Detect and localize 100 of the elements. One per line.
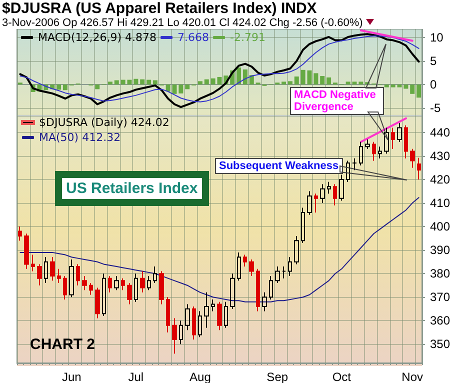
y-tick-label: 380 bbox=[430, 266, 450, 281]
bar bbox=[120, 80, 126, 84]
candlestick bbox=[127, 282, 132, 305]
candlestick bbox=[262, 292, 267, 312]
candlestick bbox=[320, 184, 325, 204]
candlestick bbox=[102, 273, 106, 316]
bar bbox=[390, 84, 396, 88]
candlestick bbox=[365, 139, 370, 150]
annotation: MACD Negative Divergence bbox=[290, 87, 384, 115]
candlestick bbox=[44, 256, 48, 284]
bar bbox=[320, 76, 325, 84]
candlestick bbox=[243, 254, 247, 268]
y-tick-label: 370 bbox=[430, 290, 450, 304]
y-tick-label: 440 bbox=[430, 125, 450, 140]
bar bbox=[146, 80, 152, 84]
bar bbox=[204, 79, 209, 84]
line-series bbox=[20, 197, 420, 302]
candlestick bbox=[89, 282, 93, 296]
annotation: US Retailers Index bbox=[62, 178, 202, 199]
candlestick bbox=[82, 275, 87, 291]
candlestick bbox=[159, 270, 164, 305]
candlestick bbox=[185, 304, 190, 331]
legend-label: MA(50) 412.32 bbox=[39, 131, 121, 144]
legend-label: -2.791 bbox=[230, 31, 266, 44]
candlestick bbox=[256, 268, 260, 312]
candlestick bbox=[372, 141, 376, 162]
candlestick bbox=[339, 174, 344, 202]
candlestick bbox=[211, 298, 215, 312]
candlestick bbox=[301, 207, 305, 244]
candlestick bbox=[397, 122, 402, 142]
bar bbox=[416, 84, 422, 98]
annotation: CHART 2 bbox=[30, 336, 96, 353]
candlestick bbox=[237, 252, 241, 282]
candlestick bbox=[230, 273, 235, 310]
x-tick-label: Jun bbox=[62, 370, 82, 383]
candlestick bbox=[63, 275, 67, 300]
bar bbox=[62, 84, 68, 90]
bar bbox=[108, 82, 112, 84]
y-tick-label: 420 bbox=[430, 172, 450, 187]
candlestick bbox=[140, 270, 145, 293]
candlestick bbox=[50, 256, 55, 282]
candlestick bbox=[37, 264, 42, 286]
y-tick-label: -5 bbox=[430, 101, 441, 116]
candlestick bbox=[121, 278, 125, 291]
bar bbox=[384, 84, 389, 88]
candlestick bbox=[204, 292, 209, 328]
candlestick bbox=[352, 158, 357, 171]
y-tick-label: 0 bbox=[430, 77, 437, 92]
y-tick-label: 410 bbox=[430, 196, 450, 210]
candlestick bbox=[314, 193, 318, 213]
bar bbox=[326, 77, 332, 84]
bar bbox=[294, 76, 299, 84]
candlestick bbox=[288, 256, 292, 276]
candlestick bbox=[294, 235, 299, 265]
bar bbox=[236, 68, 242, 84]
candlestick bbox=[18, 226, 22, 242]
x-tick-label: Oct bbox=[332, 370, 352, 383]
y-tick-label: 10 bbox=[430, 30, 444, 44]
candlestick bbox=[192, 306, 196, 340]
bar bbox=[95, 84, 100, 90]
legend-label: 7.668 bbox=[178, 31, 210, 44]
y-tick-label: 360 bbox=[430, 314, 450, 328]
candlestick bbox=[217, 301, 222, 331]
bar bbox=[185, 84, 190, 90]
candlestick bbox=[384, 127, 389, 154]
bar bbox=[166, 84, 170, 92]
bar bbox=[210, 78, 216, 84]
candlestick bbox=[307, 190, 312, 216]
legend-label: $DJUSRA (Daily) 424.02 bbox=[39, 116, 170, 129]
y-tick-label: 430 bbox=[430, 148, 450, 163]
legend-label: MACD(12,26,9) 4.878 bbox=[38, 31, 157, 44]
candlestick bbox=[24, 233, 29, 270]
candlestick bbox=[108, 275, 112, 293]
chart-subtitle: 3-Nov-2006 Op 426.57 Hi 429.21 Lo 420.01 Cl 424.02 Chg -2.56 (-0.60%) bbox=[2, 17, 363, 29]
candlestick bbox=[359, 141, 363, 166]
candlestick bbox=[166, 296, 170, 333]
bar bbox=[410, 84, 415, 94]
x-tick-label: Nov bbox=[402, 370, 424, 383]
y-tick-label: 350 bbox=[430, 337, 450, 352]
candlestick bbox=[327, 181, 331, 194]
bar bbox=[56, 84, 62, 90]
y-tick-label: 5 bbox=[430, 54, 437, 68]
candlestick bbox=[417, 157, 421, 180]
candlestick bbox=[282, 266, 286, 279]
candlestick bbox=[147, 275, 151, 291]
candlestick bbox=[57, 268, 61, 284]
candlestick bbox=[76, 264, 80, 286]
candlestick bbox=[275, 266, 280, 284]
y-tick-label: 400 bbox=[430, 220, 450, 234]
candlestick bbox=[198, 310, 202, 338]
bar bbox=[152, 80, 158, 84]
candlestick bbox=[153, 266, 157, 284]
annotation: Subsequent Weakness bbox=[215, 158, 343, 174]
candlestick bbox=[410, 148, 415, 168]
bar bbox=[288, 81, 292, 84]
candlestick bbox=[134, 273, 138, 302]
bar bbox=[114, 80, 119, 84]
candlestick bbox=[404, 124, 408, 159]
candlestick bbox=[172, 318, 177, 354]
candlestick bbox=[249, 258, 254, 276]
